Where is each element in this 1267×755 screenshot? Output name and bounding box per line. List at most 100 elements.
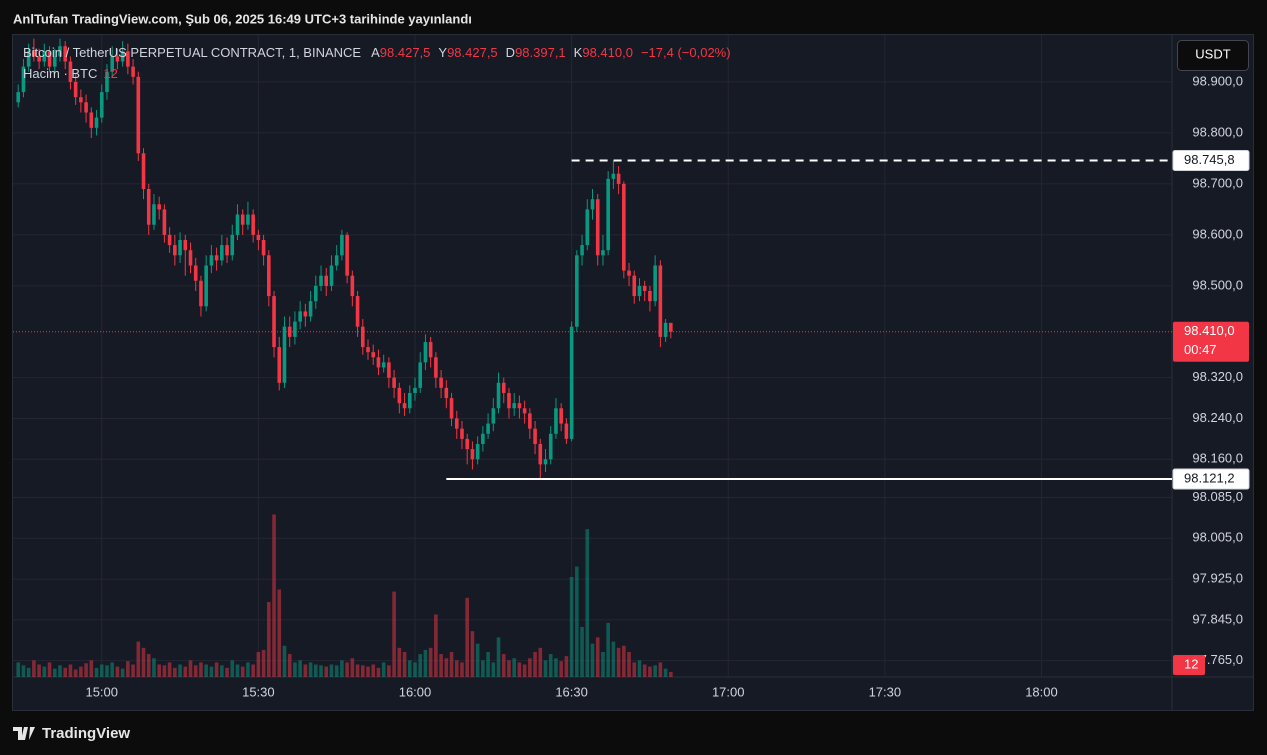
volume-bar (261, 649, 266, 677)
candle-body (491, 408, 496, 424)
candle-body (52, 56, 57, 67)
volume-bar (47, 662, 52, 677)
volume-bar (601, 652, 605, 677)
x-tick-label: 18:00 (1025, 684, 1058, 699)
volume-bar (413, 662, 417, 677)
volume-bar (157, 664, 161, 677)
volume-bar (559, 661, 563, 677)
published-caption: AnlTufan TradingView.com, Şub 06, 2025 1… (13, 11, 472, 26)
volume-bar (611, 641, 616, 677)
candle-body (601, 250, 605, 256)
volume-bar (230, 660, 235, 677)
volume-bar (366, 666, 370, 677)
y-tick-label: 98.240,0 (1192, 410, 1243, 425)
volume-bar (199, 662, 203, 677)
symbol-legend: Bitcoin / TetherUS PERPETUAL CONTRACT, 1… (23, 45, 731, 60)
volume-bar (585, 529, 590, 677)
candle-body (407, 392, 412, 409)
candle-body (360, 326, 365, 348)
volume-bar (173, 667, 177, 677)
currency-button (1177, 40, 1249, 71)
candle-body (486, 423, 490, 434)
candle-body (585, 209, 590, 246)
volume-title: Hacim · BTC (23, 66, 97, 81)
candle-body (298, 311, 302, 322)
y-tick-label: 98.900,0 (1192, 73, 1243, 88)
volume-bar (345, 662, 349, 677)
candle-body (324, 275, 329, 286)
candle-body (366, 347, 370, 353)
candle-body (653, 265, 657, 302)
volume-bar (517, 662, 522, 677)
candle-body (84, 102, 88, 113)
y-tick-label: 98.500,0 (1192, 277, 1243, 292)
currency-label: USDT (1195, 46, 1230, 61)
candle-body (444, 387, 449, 399)
candle-body (496, 382, 501, 409)
candle-body (501, 382, 506, 393)
volume-bar (632, 662, 637, 677)
candle-body (522, 408, 527, 414)
volume-bar (209, 666, 214, 677)
candle-body (376, 357, 381, 368)
candle-body (528, 413, 532, 429)
candle-body (611, 173, 616, 179)
volume-bar (120, 668, 125, 677)
volume-bar (225, 667, 229, 677)
candle-body (543, 459, 548, 465)
volume-bar (460, 662, 464, 677)
candle-body (193, 265, 198, 281)
candle-body (460, 428, 464, 439)
candle-body (319, 275, 323, 286)
candle-body (256, 234, 261, 240)
volume-bar (110, 662, 114, 677)
candle-body (282, 326, 287, 383)
candle-body (188, 250, 193, 266)
volume-value: 12 (103, 66, 117, 81)
symbol-title: Bitcoin / TetherUS PERPETUAL CONTRACT, 1… (23, 45, 361, 60)
volume-legend: Hacim · BTC 12 (23, 66, 118, 81)
volume-bar (481, 660, 485, 677)
candle-body (616, 173, 621, 184)
volume-bar (84, 663, 88, 677)
y-tick-label: 98.160,0 (1192, 451, 1243, 466)
y-tick-label: 98.320,0 (1192, 369, 1243, 384)
logo-text: TradingView (42, 725, 130, 742)
volume-bar (99, 664, 104, 677)
volume-bar (63, 667, 68, 677)
volume-bar (287, 654, 292, 677)
candle-body (214, 255, 219, 261)
volume-bar (21, 665, 26, 677)
candle-body (199, 280, 203, 307)
y-tick-label: 97.765,0 (1192, 652, 1243, 667)
volume-bar (475, 643, 480, 677)
volume-bar (564, 656, 569, 677)
candle-body (58, 46, 62, 57)
volume-bar (329, 664, 334, 677)
candle-body (136, 76, 141, 154)
candle-body (47, 51, 52, 67)
candle-body (350, 275, 355, 297)
candle-body (340, 234, 344, 256)
logo-icon (13, 727, 35, 740)
volume-bar (428, 647, 433, 677)
volume-bar (115, 666, 120, 677)
volume-bar (637, 660, 642, 677)
candle-body (235, 214, 240, 235)
volume-bar (371, 664, 376, 677)
volume-bar (37, 664, 41, 677)
volume-bar (314, 664, 318, 677)
y-tick-label: 97.845,0 (1192, 611, 1243, 626)
candle-body (131, 66, 135, 77)
volume-bar (418, 654, 423, 677)
volume-bar (533, 652, 537, 677)
candle-body (512, 403, 516, 409)
candle-body (220, 245, 224, 261)
volume-bar (340, 660, 344, 677)
volume-bar (136, 641, 141, 677)
candle-body (454, 418, 459, 429)
candle-body (162, 209, 167, 235)
y-tick-label: 97.925,0 (1192, 571, 1243, 586)
